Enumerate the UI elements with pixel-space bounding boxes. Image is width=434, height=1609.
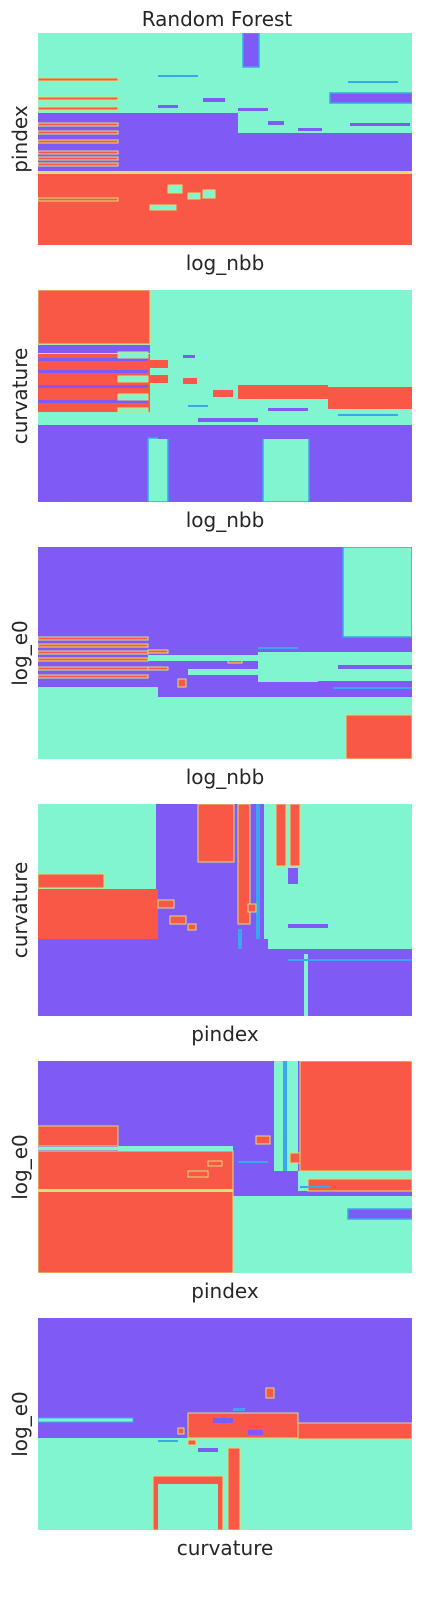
decision-map-6 xyxy=(38,1318,412,1530)
x-axis-label-5: pindex xyxy=(191,1279,259,1303)
decision-map-2 xyxy=(38,290,412,502)
x-axis-label-3: log_nbb xyxy=(185,765,265,789)
decision-surface-6 xyxy=(38,1318,412,1530)
y-axis-label-6: log_e0 xyxy=(8,1391,32,1457)
decision-surface-5 xyxy=(38,1061,412,1273)
x-axis-label-2: log_nbb xyxy=(185,508,265,532)
decision-map-4 xyxy=(38,804,412,1016)
chart-title: Random Forest xyxy=(141,7,293,31)
decision-map-3 xyxy=(38,547,412,759)
y-axis-label-3: log_e0 xyxy=(8,620,32,686)
decision-surface-3 xyxy=(38,547,412,759)
y-axis-label-5: log_e0 xyxy=(8,1134,32,1200)
decision-map-1 xyxy=(38,33,412,245)
y-axis-label-1: pindex xyxy=(8,105,32,173)
y-axis-label-2: curvature xyxy=(8,347,32,445)
decision-surface-1 xyxy=(38,33,412,245)
decision-map-5 xyxy=(38,1061,412,1273)
decision-surface-2 xyxy=(38,290,412,502)
decision-surface-4 xyxy=(38,804,412,1016)
x-axis-label-1: log_nbb xyxy=(185,251,265,275)
x-axis-label-4: pindex xyxy=(191,1022,259,1046)
x-axis-label-6: curvature xyxy=(176,1536,274,1560)
y-axis-label-4: curvature xyxy=(8,861,32,959)
